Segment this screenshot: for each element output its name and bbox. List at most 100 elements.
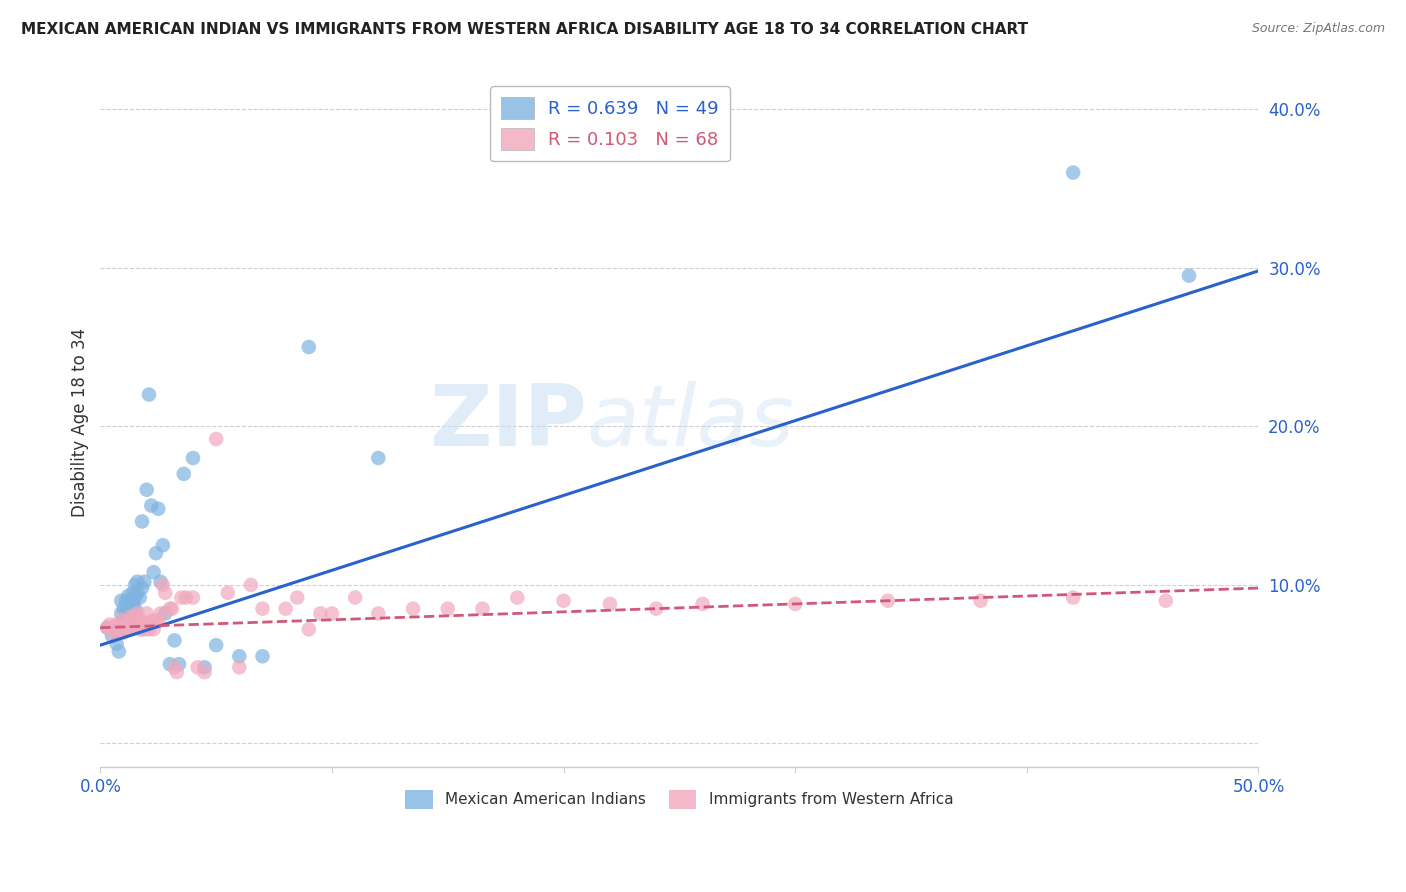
Point xyxy=(149,574,172,589)
Point xyxy=(127,607,149,621)
Point xyxy=(692,597,714,611)
Point xyxy=(131,515,153,529)
Point xyxy=(167,657,190,672)
Point xyxy=(121,617,143,632)
Point xyxy=(117,597,139,611)
Point xyxy=(124,591,146,605)
Point xyxy=(135,483,157,497)
Point xyxy=(436,601,458,615)
Point xyxy=(138,622,160,636)
Point xyxy=(98,617,121,632)
Point xyxy=(124,617,146,632)
Point xyxy=(239,578,262,592)
Point xyxy=(114,622,136,636)
Point xyxy=(114,605,136,619)
Point xyxy=(506,591,529,605)
Point xyxy=(217,586,239,600)
Point xyxy=(170,591,193,605)
Point xyxy=(120,622,142,636)
Point xyxy=(110,607,132,621)
Point xyxy=(367,607,389,621)
Point xyxy=(228,660,250,674)
Point xyxy=(117,607,139,621)
Point xyxy=(96,621,118,635)
Point xyxy=(124,578,146,592)
Point xyxy=(138,387,160,401)
Point xyxy=(1178,268,1201,283)
Point xyxy=(1062,591,1084,605)
Text: atlas: atlas xyxy=(586,381,794,464)
Point xyxy=(101,629,124,643)
Point xyxy=(344,591,367,605)
Point xyxy=(876,593,898,607)
Point xyxy=(309,607,332,621)
Point xyxy=(121,586,143,600)
Point xyxy=(173,467,195,481)
Point xyxy=(274,601,297,615)
Point xyxy=(471,601,494,615)
Point xyxy=(159,657,181,672)
Point xyxy=(117,589,139,603)
Point xyxy=(785,597,807,611)
Point xyxy=(285,591,308,605)
Point xyxy=(112,601,135,615)
Point xyxy=(148,501,170,516)
Point xyxy=(181,450,204,465)
Point xyxy=(159,601,181,615)
Point xyxy=(110,593,132,607)
Point xyxy=(108,621,131,635)
Text: ZIP: ZIP xyxy=(429,381,586,464)
Legend: Mexican American Indians, Immigrants from Western Africa: Mexican American Indians, Immigrants fro… xyxy=(399,784,959,814)
Point xyxy=(163,660,186,674)
Point xyxy=(131,622,153,636)
Point xyxy=(205,638,228,652)
Point xyxy=(117,615,139,629)
Point xyxy=(1154,593,1177,607)
Point xyxy=(124,609,146,624)
Point xyxy=(181,591,204,605)
Point xyxy=(120,607,142,621)
Point xyxy=(124,601,146,615)
Point xyxy=(134,574,156,589)
Point xyxy=(112,617,135,632)
Point xyxy=(145,546,167,560)
Point xyxy=(105,636,128,650)
Point xyxy=(135,607,157,621)
Point xyxy=(252,601,274,615)
Point xyxy=(141,615,163,629)
Point xyxy=(155,607,177,621)
Point xyxy=(160,601,183,615)
Point xyxy=(110,613,132,627)
Point xyxy=(135,617,157,632)
Point xyxy=(367,450,389,465)
Point xyxy=(120,593,142,607)
Point xyxy=(149,607,172,621)
Point xyxy=(148,615,170,629)
Point xyxy=(127,617,149,632)
Point xyxy=(128,622,150,636)
Point xyxy=(142,565,165,579)
Point xyxy=(131,615,153,629)
Point xyxy=(174,591,197,605)
Point xyxy=(145,613,167,627)
Point xyxy=(120,609,142,624)
Point xyxy=(1062,165,1084,179)
Point xyxy=(205,432,228,446)
Point xyxy=(127,586,149,600)
Point xyxy=(155,586,177,600)
Point xyxy=(131,581,153,595)
Point xyxy=(152,538,174,552)
Point xyxy=(103,625,125,640)
Point xyxy=(105,617,128,632)
Point xyxy=(321,607,343,621)
Point xyxy=(402,601,425,615)
Point xyxy=(101,622,124,636)
Point xyxy=(187,660,209,674)
Point xyxy=(228,649,250,664)
Point xyxy=(142,622,165,636)
Point xyxy=(127,574,149,589)
Point xyxy=(128,591,150,605)
Point xyxy=(163,633,186,648)
Point xyxy=(252,649,274,664)
Point xyxy=(194,665,217,679)
